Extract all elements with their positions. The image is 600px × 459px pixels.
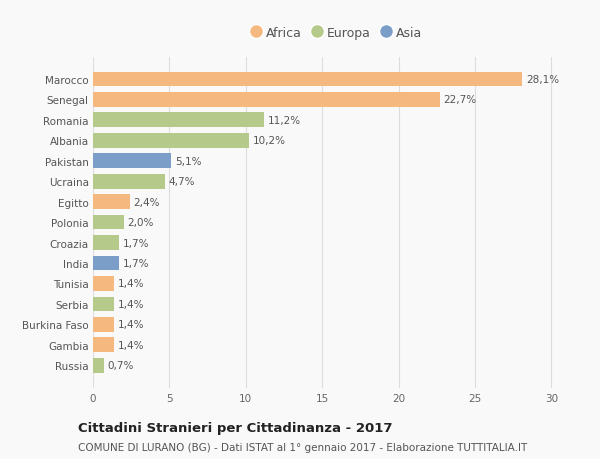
Bar [93,256,119,271]
Text: 1,4%: 1,4% [118,279,145,289]
Bar [93,93,440,107]
Bar [93,338,115,353]
Bar [93,215,124,230]
Text: 2,4%: 2,4% [133,197,160,207]
Bar [93,297,115,312]
Text: 22,7%: 22,7% [444,95,477,105]
Bar [93,134,249,148]
Text: 1,4%: 1,4% [118,340,145,350]
Bar [93,195,130,210]
Bar [93,317,115,332]
Text: 1,4%: 1,4% [118,319,145,330]
Legend: Africa, Europa, Asia: Africa, Europa, Asia [253,27,422,40]
Text: 1,7%: 1,7% [123,238,149,248]
Text: 4,7%: 4,7% [169,177,195,187]
Text: 5,1%: 5,1% [175,157,201,166]
Bar [93,235,119,250]
Text: 11,2%: 11,2% [268,116,301,126]
Bar [93,113,264,128]
Text: 10,2%: 10,2% [253,136,286,146]
Text: 0,7%: 0,7% [107,360,134,370]
Text: Cittadini Stranieri per Cittadinanza - 2017: Cittadini Stranieri per Cittadinanza - 2… [78,421,392,434]
Text: 1,4%: 1,4% [118,299,145,309]
Text: COMUNE DI LURANO (BG) - Dati ISTAT al 1° gennaio 2017 - Elaborazione TUTTITALIA.: COMUNE DI LURANO (BG) - Dati ISTAT al 1°… [78,442,527,452]
Bar [93,154,171,169]
Text: 1,7%: 1,7% [123,258,149,269]
Bar [93,73,523,87]
Text: 28,1%: 28,1% [526,75,559,85]
Bar [93,358,104,373]
Bar [93,276,115,291]
Bar [93,174,165,189]
Text: 2,0%: 2,0% [127,218,154,228]
